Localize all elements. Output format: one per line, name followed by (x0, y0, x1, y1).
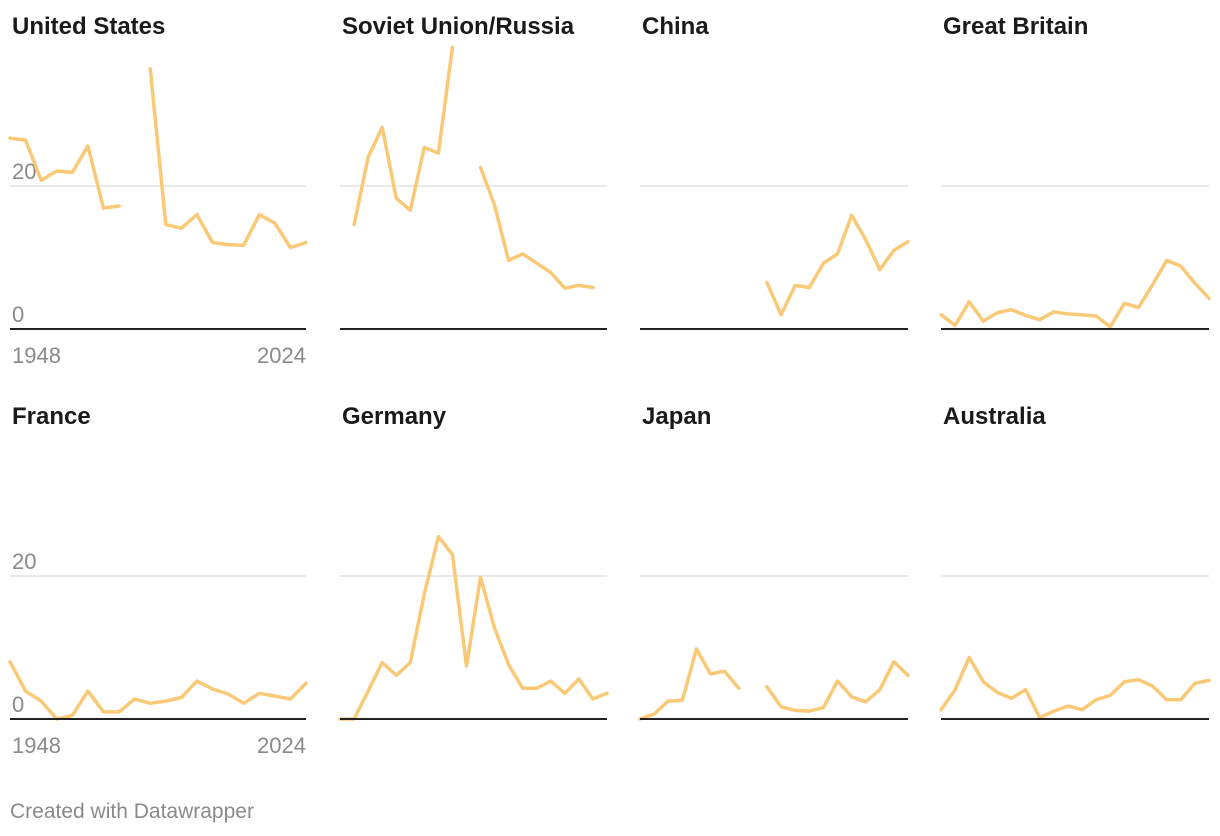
x-tick-label-end: 2024 (257, 343, 306, 368)
panel-germany: Germany (338, 403, 609, 721)
series-line-france-1 (8, 660, 308, 721)
series-line-japan-2 (765, 660, 910, 713)
series-line-soviet-union-russia-1 (352, 45, 455, 227)
series-line-china-1 (765, 213, 910, 317)
y-tick-label: 0 (12, 692, 24, 717)
panel-title: United States (12, 13, 165, 40)
panel-title: Germany (342, 403, 447, 430)
panel-united-states: United States 0 20 1948 2024 (8, 13, 308, 368)
panel-title: Great Britain (943, 13, 1088, 40)
panel-title: Australia (943, 403, 1046, 430)
x-tick-label-start: 1948 (12, 733, 61, 758)
x-tick-label-start: 1948 (12, 343, 61, 368)
x-tick-label-end: 2024 (257, 733, 306, 758)
panel-title: Soviet Union/Russia (342, 13, 575, 40)
series-line-united-states-2 (148, 66, 308, 250)
footer-credit: Created with Datawrapper (10, 800, 254, 823)
panel-soviet-union-russia: Soviet Union/Russia (340, 13, 607, 330)
panel-australia: Australia (939, 403, 1211, 720)
y-tick-label: 20 (12, 549, 36, 574)
y-tick-label: 0 (12, 302, 24, 327)
panel-title: China (642, 13, 709, 40)
series-line-japan-1 (638, 647, 741, 721)
series-line-great-britain-1 (939, 258, 1211, 329)
y-tick-label: 20 (12, 159, 36, 184)
panel-japan: Japan (638, 403, 910, 721)
panel-title: France (12, 403, 91, 430)
panel-china: China (640, 13, 910, 330)
series-line-soviet-union-russia-2 (478, 165, 595, 290)
panel-title: Japan (642, 403, 711, 430)
series-line-germany-1 (338, 534, 609, 721)
series-line-australia-1 (939, 655, 1211, 720)
series-line-united-states-1 (8, 136, 121, 210)
panel-great-britain: Great Britain (939, 13, 1211, 330)
panel-france: France 0 20 1948 2024 (8, 403, 308, 758)
